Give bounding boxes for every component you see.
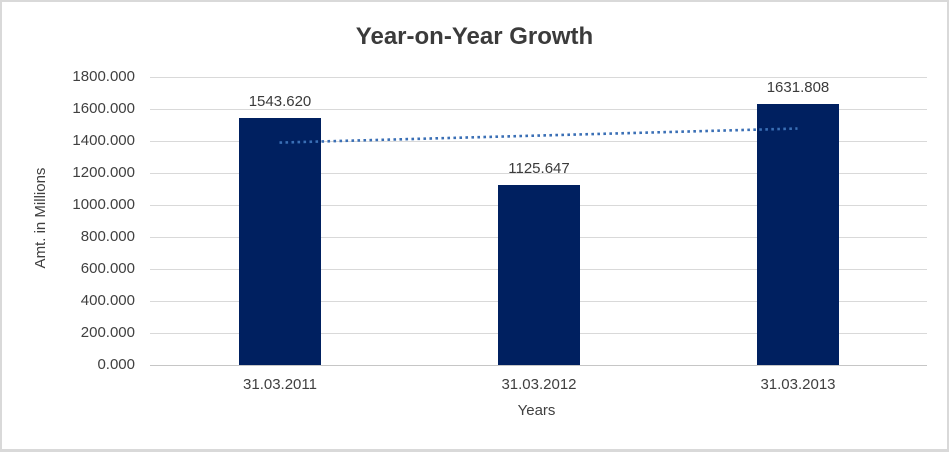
x-tick-label: 31.03.2011 (243, 376, 317, 393)
x-tick-label: 31.03.2013 (760, 376, 836, 393)
y-tick-label: 1000.000 (72, 196, 135, 213)
y-tick-label: 200.000 (80, 324, 135, 341)
bar-data-label: 1125.647 (508, 160, 570, 177)
y-tick-label: 800.000 (80, 228, 135, 245)
x-tick-label: 31.03.2012 (501, 376, 577, 393)
x-axis-title: Years (517, 402, 556, 419)
gridline (150, 77, 927, 78)
bar (239, 118, 321, 365)
x-axis-line (150, 365, 927, 366)
gridline (150, 109, 927, 110)
bar (757, 104, 839, 365)
y-tick-label: 400.000 (80, 292, 135, 309)
bar (498, 185, 580, 365)
bar-data-label: 1631.808 (766, 79, 830, 96)
chart-title: Year-on-Year Growth (355, 23, 594, 50)
y-tick-label: 600.000 (80, 260, 135, 277)
gridline (150, 173, 927, 174)
y-tick-label: 0.000 (97, 356, 135, 373)
y-tick-label: 1600.000 (72, 100, 135, 117)
y-tick-label: 1200.000 (72, 164, 135, 181)
bar-data-label: 1543.620 (248, 93, 312, 110)
y-tick-label: 1800.000 (72, 68, 135, 85)
y-tick-label: 1400.000 (72, 132, 135, 149)
